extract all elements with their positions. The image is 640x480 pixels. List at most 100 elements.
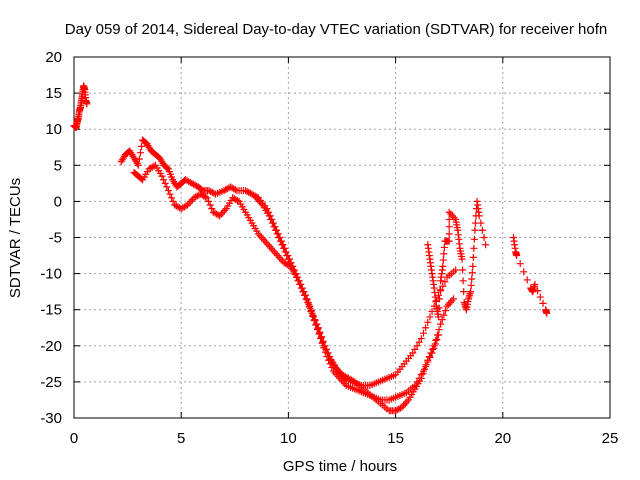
data-point <box>163 164 171 172</box>
data-point <box>436 286 444 294</box>
data-point <box>439 282 447 290</box>
data-point <box>315 330 323 338</box>
data-point <box>328 363 336 371</box>
data-point <box>468 275 476 283</box>
data-point <box>201 193 209 201</box>
data-point <box>445 230 453 238</box>
data-point <box>513 252 521 260</box>
data-point <box>304 298 312 306</box>
data-point <box>417 371 425 379</box>
data-point <box>409 349 417 357</box>
data-point <box>422 363 430 371</box>
y-tick-label: -5 <box>49 230 62 247</box>
data-point <box>168 194 176 202</box>
data-point <box>468 269 476 277</box>
y-tick-label: -25 <box>40 374 62 391</box>
data-point <box>180 203 188 211</box>
data-point <box>258 234 266 241</box>
data-point <box>539 299 547 307</box>
data-point <box>275 234 283 241</box>
data-point <box>520 268 528 276</box>
data-point <box>440 250 448 258</box>
data-point <box>307 308 315 316</box>
grid-lines <box>74 57 610 418</box>
y-tick-label: 0 <box>54 193 62 210</box>
data-point <box>441 278 449 286</box>
data-point <box>300 291 308 299</box>
data-point <box>163 183 171 191</box>
data-point <box>274 252 282 260</box>
x-tick-label: 20 <box>494 430 511 447</box>
data-point <box>467 288 475 296</box>
x-axis-label: GPS time / hours <box>283 458 397 475</box>
data-point <box>441 307 449 315</box>
data-point <box>475 212 483 220</box>
data-point <box>317 335 325 343</box>
data-point <box>193 192 201 200</box>
data-point <box>261 237 269 245</box>
data-point <box>543 309 551 317</box>
data-point <box>531 280 539 288</box>
data-point <box>469 262 477 270</box>
data-point <box>166 190 174 198</box>
data-point <box>460 288 468 296</box>
data-point <box>187 197 195 205</box>
data-point <box>262 239 270 247</box>
data-point <box>291 270 299 278</box>
data-point <box>277 255 285 263</box>
data-point <box>326 360 334 368</box>
y-tick-label: -30 <box>40 410 62 427</box>
data-point <box>434 331 442 339</box>
data-point <box>434 313 442 321</box>
data-point <box>469 253 477 261</box>
data-point <box>233 196 241 204</box>
data-point <box>419 367 427 375</box>
data-point <box>417 335 425 343</box>
data-point <box>459 277 467 285</box>
data-point <box>419 329 427 337</box>
data-point <box>256 232 264 240</box>
data-point <box>270 248 278 256</box>
series-track-b <box>130 161 457 415</box>
data-point <box>445 223 453 231</box>
x-tick-label: 0 <box>70 430 78 447</box>
x-tick-label: 15 <box>387 430 404 447</box>
data-point <box>415 338 423 346</box>
data-point <box>286 259 294 267</box>
y-tick-label: 10 <box>45 121 62 138</box>
data-point <box>325 356 333 364</box>
data-point <box>272 226 280 234</box>
data-point <box>267 244 275 252</box>
data-point <box>415 374 423 382</box>
data-point <box>411 345 419 353</box>
data-point <box>320 344 328 352</box>
data-point <box>269 246 277 254</box>
data-point <box>294 277 302 285</box>
data-point <box>208 188 216 196</box>
data-point <box>470 244 478 252</box>
y-tick-label: 20 <box>45 49 62 66</box>
data-point <box>161 179 169 187</box>
data-point <box>268 219 276 227</box>
data-point <box>439 256 447 264</box>
data-point <box>230 185 238 193</box>
data-point <box>459 266 467 274</box>
data-point <box>305 303 313 311</box>
data-point <box>401 400 409 408</box>
data-point <box>445 300 453 308</box>
data-point <box>302 295 310 303</box>
data-point <box>297 284 305 292</box>
data-point <box>292 273 300 281</box>
data-point <box>310 317 318 325</box>
data-point <box>426 313 434 321</box>
data-point <box>135 155 143 163</box>
data-point <box>299 288 307 296</box>
data-point <box>431 340 439 348</box>
data-point <box>422 324 430 332</box>
data-point <box>313 326 321 334</box>
chart-title: Day 059 of 2014, Sidereal Day-to-day VTE… <box>65 21 607 38</box>
data-point <box>452 266 460 274</box>
data-point <box>428 349 436 357</box>
data-point <box>323 353 331 361</box>
data-point <box>480 234 488 241</box>
